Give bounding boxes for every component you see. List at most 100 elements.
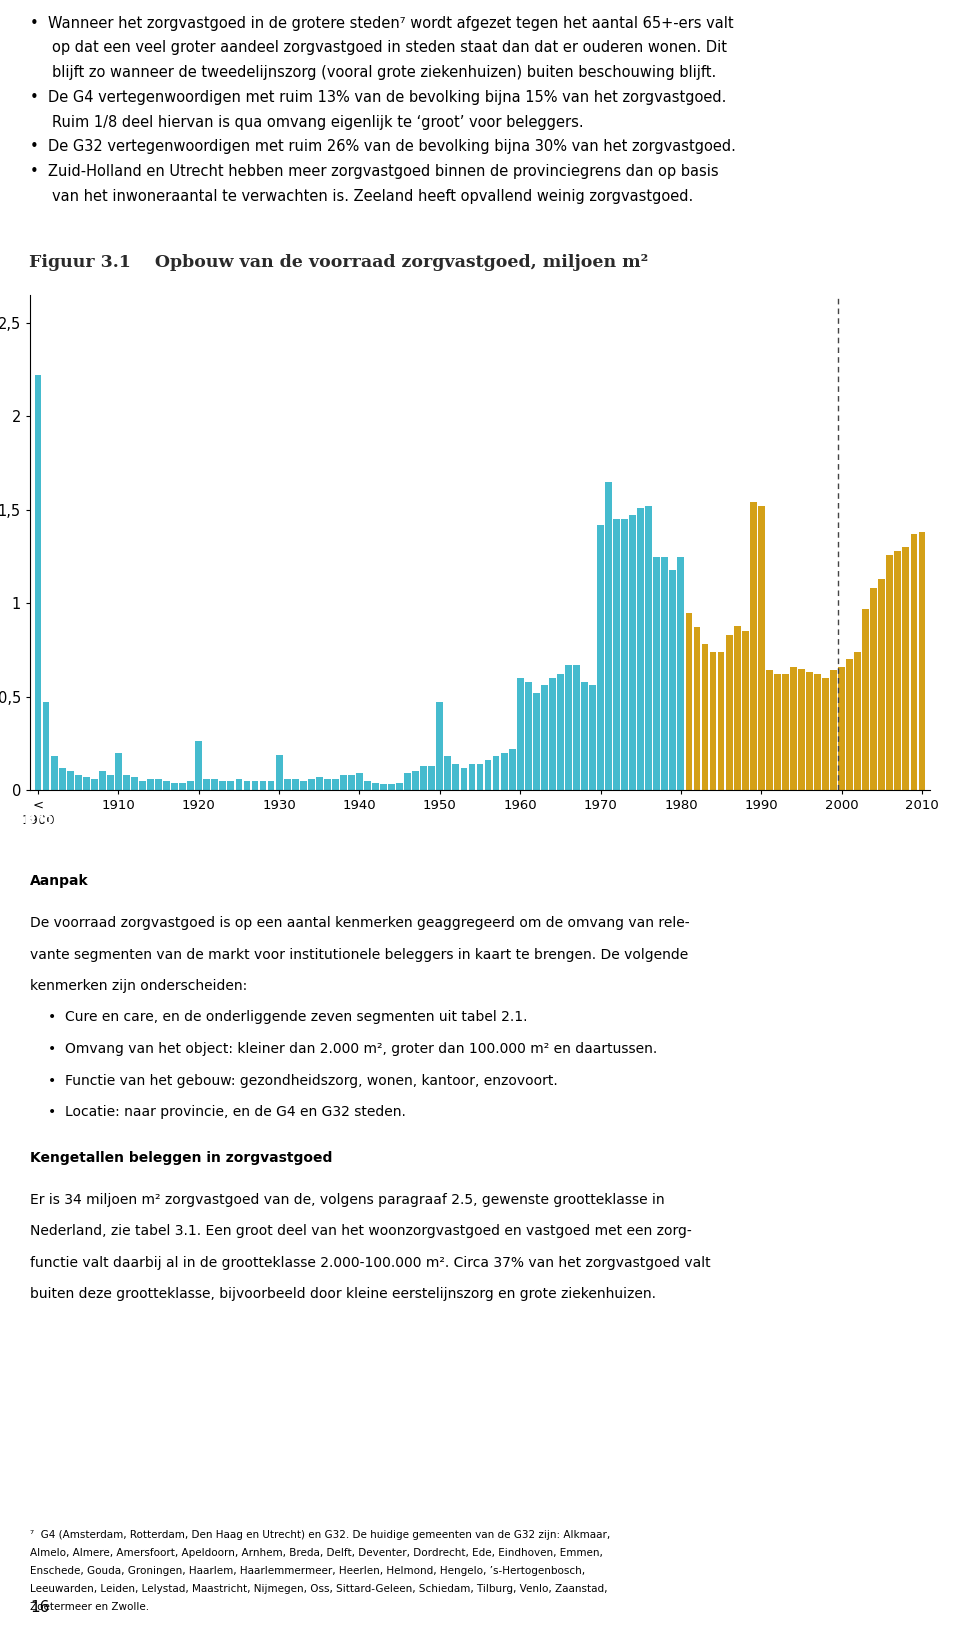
Bar bbox=[348, 775, 355, 790]
Text: Nederland, zie tabel 3.1. Een groot deel van het woonzorgvastgoed en vastgoed me: Nederland, zie tabel 3.1. Een groot deel… bbox=[30, 1224, 692, 1237]
Bar bbox=[123, 775, 130, 790]
Bar bbox=[605, 482, 612, 790]
Text: •  Functie van het gebouw: gezondheidszorg, wonen, kantoor, enzovoort.: • Functie van het gebouw: gezondheidszor… bbox=[48, 1073, 558, 1088]
Bar bbox=[726, 635, 732, 790]
Bar bbox=[501, 752, 508, 790]
Text: •  Locatie: naar provincie, en de G4 en G32 steden.: • Locatie: naar provincie, en de G4 en G… bbox=[48, 1105, 406, 1118]
Bar bbox=[388, 785, 395, 790]
Text: Bron: EIB: Bron: EIB bbox=[24, 812, 104, 827]
Bar bbox=[51, 757, 58, 790]
Bar bbox=[228, 781, 234, 790]
Bar bbox=[774, 674, 780, 790]
Bar bbox=[581, 682, 588, 790]
Text: Aanpak: Aanpak bbox=[30, 874, 88, 887]
Bar bbox=[669, 570, 676, 790]
Bar bbox=[661, 557, 668, 790]
Bar bbox=[452, 764, 459, 790]
Bar bbox=[838, 667, 845, 790]
Bar bbox=[525, 682, 532, 790]
Text: Enschede, Gouda, Groningen, Haarlem, Haarlemmermeer, Heerlen, Helmond, Hengelo, : Enschede, Gouda, Groningen, Haarlem, Haa… bbox=[30, 1566, 586, 1576]
Bar bbox=[259, 781, 267, 790]
Bar bbox=[115, 752, 122, 790]
Bar bbox=[854, 651, 861, 790]
Text: •  Omvang van het object: kleiner dan 2.000 m², groter dan 100.000 m² en daartus: • Omvang van het object: kleiner dan 2.0… bbox=[48, 1042, 658, 1057]
Bar bbox=[589, 685, 596, 790]
Bar bbox=[300, 781, 306, 790]
Bar bbox=[252, 781, 258, 790]
Bar bbox=[895, 550, 901, 790]
Bar bbox=[846, 659, 853, 790]
Bar bbox=[195, 741, 203, 790]
Bar bbox=[750, 503, 756, 790]
Bar bbox=[557, 674, 564, 790]
Bar bbox=[645, 506, 652, 790]
Bar bbox=[412, 772, 420, 790]
Bar bbox=[910, 534, 918, 790]
Text: op dat een veel groter aandeel zorgvastgoed in steden staat dan dat er ouderen w: op dat een veel groter aandeel zorgvastg… bbox=[53, 41, 728, 55]
Bar bbox=[220, 781, 227, 790]
Bar bbox=[171, 783, 178, 790]
Bar bbox=[75, 775, 82, 790]
Bar bbox=[156, 778, 162, 790]
Bar bbox=[396, 783, 403, 790]
Bar bbox=[678, 557, 684, 790]
Bar bbox=[814, 674, 821, 790]
Bar bbox=[654, 557, 660, 790]
Bar bbox=[180, 783, 186, 790]
Bar bbox=[67, 772, 74, 790]
Bar bbox=[139, 781, 146, 790]
Bar bbox=[404, 773, 411, 790]
Text: Almelo, Almere, Amersfoort, Apeldoorn, Arnhem, Breda, Delft, Deventer, Dordrecht: Almelo, Almere, Amersfoort, Apeldoorn, A… bbox=[30, 1548, 603, 1558]
Text: •  De G4 vertegenwoordigen met ruim 13% van de bevolking bijna 15% van het zorgv: • De G4 vertegenwoordigen met ruim 13% v… bbox=[30, 90, 727, 104]
Bar bbox=[364, 781, 371, 790]
Bar bbox=[693, 627, 701, 790]
Text: Zoetermeer en Zwolle.: Zoetermeer en Zwolle. bbox=[30, 1602, 149, 1612]
Bar bbox=[621, 519, 628, 790]
Text: van het inwoneraantal te verwachten is. Zeeland heeft opvallend weinig zorgvastg: van het inwoneraantal te verwachten is. … bbox=[53, 189, 694, 204]
Bar bbox=[428, 765, 435, 790]
Bar bbox=[886, 555, 893, 790]
Bar bbox=[830, 671, 837, 790]
Bar bbox=[862, 609, 869, 790]
Bar bbox=[798, 669, 804, 790]
Bar bbox=[187, 781, 194, 790]
Bar bbox=[244, 781, 251, 790]
Bar bbox=[284, 778, 291, 790]
Bar bbox=[276, 754, 282, 790]
Bar bbox=[871, 588, 877, 790]
Bar bbox=[235, 778, 242, 790]
Bar bbox=[147, 778, 154, 790]
Bar bbox=[332, 778, 339, 790]
Text: ⁷  G4 (Amsterdam, Rotterdam, Den Haag en Utrecht) en G32. De huidige gemeenten v: ⁷ G4 (Amsterdam, Rotterdam, Den Haag en … bbox=[30, 1530, 611, 1540]
Bar bbox=[718, 651, 725, 790]
Text: buiten deze grootteklasse, bijvoorbeeld door kleine eerstelijnszorg en grote zie: buiten deze grootteklasse, bijvoorbeeld … bbox=[30, 1288, 656, 1301]
Bar bbox=[485, 760, 492, 790]
Bar bbox=[107, 775, 114, 790]
Bar bbox=[292, 778, 299, 790]
Bar bbox=[492, 757, 499, 790]
Bar bbox=[919, 532, 925, 790]
Bar bbox=[316, 777, 323, 790]
Text: blijft zo wanneer de tweedelijnszorg (vooral grote ziekenhuizen) buiten beschouw: blijft zo wanneer de tweedelijnszorg (vo… bbox=[53, 65, 717, 80]
Bar bbox=[597, 524, 604, 790]
Text: functie valt daarbij al in de grootteklasse 2.000-100.000 m². Circa 37% van het : functie valt daarbij al in de groottekla… bbox=[30, 1255, 710, 1270]
Text: 16: 16 bbox=[30, 1600, 49, 1615]
Text: •  Cure en care, en de onderliggende zeven segmenten uit tabel 2.1.: • Cure en care, en de onderliggende zeve… bbox=[48, 1011, 527, 1024]
Bar bbox=[83, 777, 89, 790]
Text: Kengetallen beleggen in zorgvastgoed: Kengetallen beleggen in zorgvastgoed bbox=[30, 1151, 332, 1164]
Bar bbox=[766, 671, 773, 790]
Bar bbox=[420, 765, 427, 790]
Bar bbox=[790, 667, 797, 790]
Bar bbox=[268, 781, 275, 790]
Bar bbox=[733, 625, 740, 790]
Text: •  De G32 vertegenwoordigen met ruim 26% van de bevolking bijna 30% van het zorg: • De G32 vertegenwoordigen met ruim 26% … bbox=[30, 140, 736, 155]
Text: •  Wanneer het zorgvastgoed in de grotere steden⁷ wordt afgezet tegen het aantal: • Wanneer het zorgvastgoed in de grotere… bbox=[30, 16, 733, 31]
Bar bbox=[59, 767, 65, 790]
Text: De voorraad zorgvastgoed is op een aantal kenmerken geaggregeerd om de omvang va: De voorraad zorgvastgoed is op een aanta… bbox=[30, 917, 689, 930]
Bar bbox=[509, 749, 516, 790]
Bar bbox=[878, 580, 885, 790]
Bar bbox=[565, 664, 572, 790]
Bar bbox=[685, 612, 692, 790]
Bar bbox=[211, 778, 218, 790]
Text: •  Zuid-Holland en Utrecht hebben meer zorgvastgoed binnen de provinciegrens dan: • Zuid-Holland en Utrecht hebben meer zo… bbox=[30, 164, 719, 179]
